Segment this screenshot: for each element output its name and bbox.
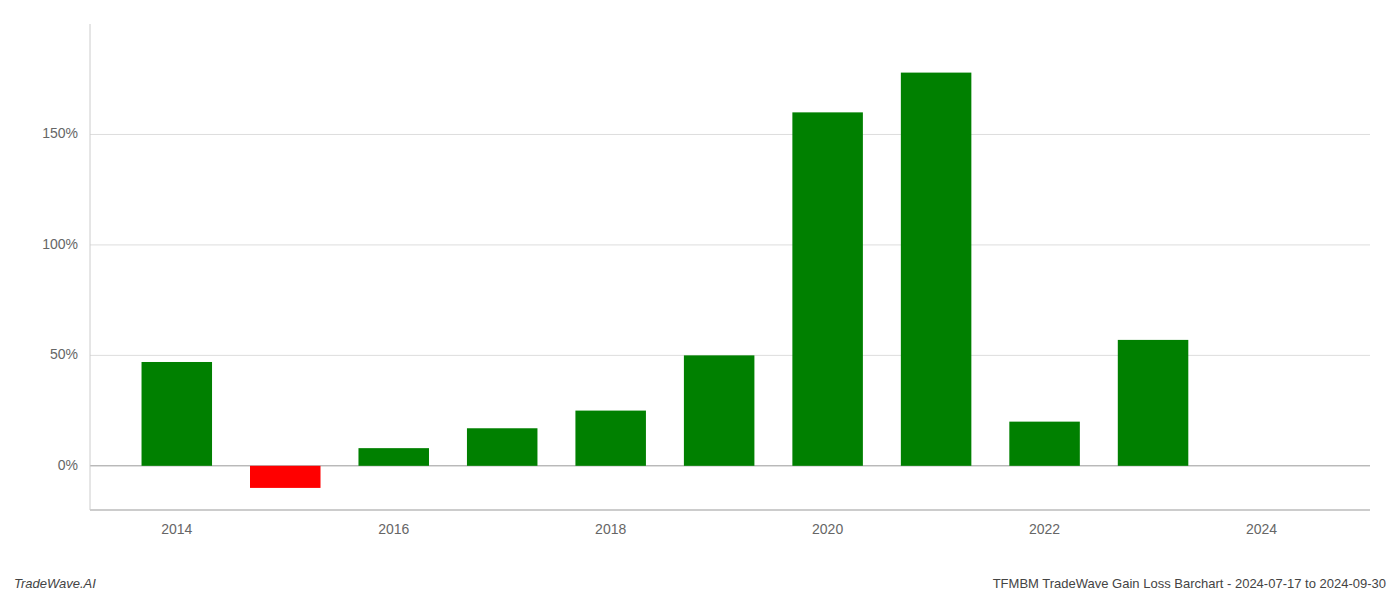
bar xyxy=(575,411,646,466)
y-tick-label: 150% xyxy=(42,125,78,141)
bar xyxy=(358,448,429,466)
y-axis-line xyxy=(90,24,91,510)
x-axis-line xyxy=(90,509,1370,510)
x-tick-label: 2024 xyxy=(1246,521,1277,537)
bar xyxy=(142,362,213,466)
x-tick-label: 2018 xyxy=(595,521,626,537)
bar xyxy=(792,112,863,465)
bars xyxy=(142,73,1189,488)
bar xyxy=(1118,340,1189,466)
x-tick-label: 2016 xyxy=(378,521,409,537)
grid-line xyxy=(90,244,1370,245)
chart: 0% 50% 100% 150% 2014 2016 2018 2020 2022 2024 Tra… xyxy=(0,0,1400,600)
bar xyxy=(901,73,972,466)
bar xyxy=(684,355,755,465)
bar xyxy=(1009,422,1080,466)
grid xyxy=(90,134,1370,465)
y-tick-label: 50% xyxy=(50,346,78,362)
background xyxy=(0,0,1400,600)
y-tick-label: 0% xyxy=(58,457,78,473)
bar xyxy=(250,466,321,488)
y-tick-label: 100% xyxy=(42,236,78,252)
bar xyxy=(467,428,538,466)
grid-line xyxy=(90,134,1370,135)
x-tick-label: 2014 xyxy=(161,521,192,537)
x-tick-label: 2022 xyxy=(1029,521,1060,537)
title: TFMBM TradeWave Gain Loss Barchart - 202… xyxy=(993,576,1386,591)
x-tick-label: 2020 xyxy=(812,521,843,537)
watermark: TradeWave.AI xyxy=(14,576,96,591)
